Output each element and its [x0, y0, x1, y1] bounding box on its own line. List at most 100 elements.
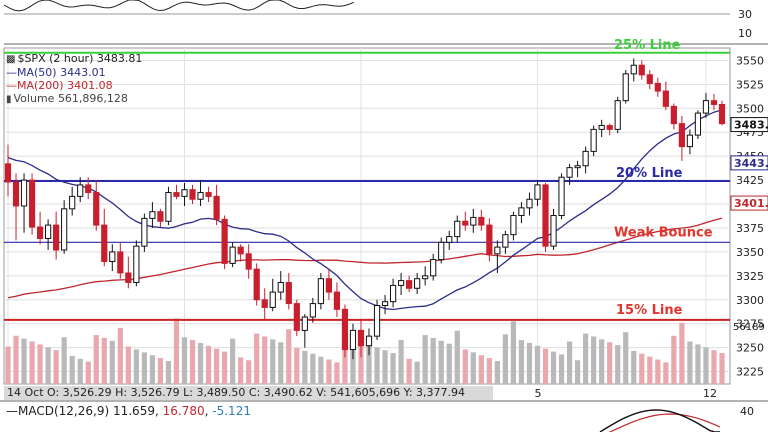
volume-bar — [326, 359, 332, 384]
candle-down — [157, 211, 164, 222]
volume-bar — [398, 340, 404, 384]
candle-up — [197, 192, 204, 200]
x-tick-label: 12 — [703, 387, 717, 400]
volume-bar — [671, 335, 677, 384]
y-tick-label: 3250 — [736, 342, 764, 355]
volume-bar — [414, 361, 420, 384]
top-panel-bg — [0, 0, 768, 44]
candle-up — [566, 167, 573, 178]
macd-signal-value: 16.780 — [162, 404, 205, 418]
reference-line-label: 20% Line — [616, 166, 683, 181]
candle-down — [36, 226, 44, 239]
volume-bar — [566, 341, 573, 384]
y-tick-label: 3375 — [736, 222, 764, 235]
candle-up — [622, 73, 629, 102]
candle-down — [93, 192, 100, 226]
volume-bar — [358, 341, 364, 384]
volume-bar — [270, 339, 276, 384]
candle-up — [510, 215, 517, 236]
volume-bar — [422, 335, 428, 384]
candle-down — [662, 90, 669, 107]
volume-bar — [623, 332, 629, 384]
volume-bar — [711, 350, 717, 384]
macd-legend: —MACD(12,26,9) 11.659, 16.780, -5.121 — [6, 404, 251, 418]
candle-up — [229, 246, 236, 264]
line-icon: — — [6, 404, 18, 418]
y-tick-label: 3300 — [736, 294, 764, 307]
volume-bar — [406, 358, 412, 384]
candle-up — [317, 278, 324, 305]
candle-down — [125, 272, 132, 284]
y-tick-label: 3350 — [736, 246, 764, 259]
y-tick-label: 3325 — [736, 270, 764, 283]
candle-down — [333, 291, 341, 310]
volume-bar — [21, 338, 27, 384]
volume-bar — [181, 337, 188, 384]
candle-up — [694, 112, 702, 136]
volume-bar — [197, 342, 204, 384]
candle-down — [205, 192, 212, 197]
macd-histogram-value: -5.121 — [212, 404, 251, 418]
volume-bar — [542, 348, 549, 384]
candle-down — [357, 329, 365, 347]
volume-bar — [149, 355, 156, 384]
volume-bar — [639, 353, 645, 384]
volume-bar — [655, 359, 661, 384]
candle-up — [373, 305, 381, 337]
candle-down — [53, 224, 60, 251]
candle-up — [61, 208, 68, 251]
volume-tick-label: 56189 — [733, 322, 765, 333]
volume-bar — [647, 356, 653, 384]
candle-up — [69, 195, 76, 210]
volume-bar — [607, 342, 613, 384]
candle-down — [710, 100, 718, 105]
y-tick-label: 3425 — [736, 174, 764, 187]
candle-down — [245, 253, 252, 270]
candle-down — [237, 246, 244, 255]
candle-up — [686, 134, 694, 148]
candle-down — [670, 105, 677, 125]
candle-down — [4, 163, 12, 183]
volume-bar — [189, 340, 196, 384]
volume-bar — [13, 335, 19, 384]
price-panel-frame — [3, 47, 731, 385]
candle-up — [349, 329, 357, 351]
volume-bar — [246, 360, 252, 384]
volume-bar — [550, 351, 557, 384]
candle-up — [518, 207, 525, 217]
y-tick-label: 3225 — [736, 366, 764, 379]
volume-bar — [534, 345, 541, 384]
candle-down — [117, 251, 124, 274]
candle-up — [309, 303, 316, 318]
volume-bar — [454, 330, 460, 384]
candle-up — [574, 165, 581, 169]
volume-bar — [470, 352, 476, 384]
volume-bar — [462, 349, 468, 384]
volume-bar — [286, 329, 292, 384]
candle-up — [438, 241, 445, 261]
volume-bar — [133, 349, 139, 384]
candle-up — [109, 251, 116, 262]
volume-bar — [687, 341, 693, 384]
volume-bar — [45, 347, 51, 384]
price-tag-label: 3443. — [734, 157, 768, 170]
candle-up — [20, 179, 28, 207]
candle-down — [325, 278, 332, 293]
volume-bar — [526, 342, 533, 384]
candle-down — [85, 184, 92, 194]
macd-legend-label: MACD(12,26,9) — [18, 404, 110, 418]
candle-up — [526, 198, 533, 209]
volume-bar — [478, 355, 484, 384]
candle-down — [462, 220, 469, 226]
ohlc-info-bar: 14 Oct O: 3,526.29 H: 3,526.79 L: 3,489.… — [4, 386, 493, 400]
volume-bar — [101, 337, 107, 384]
volume-bar — [93, 335, 99, 384]
candle-down — [678, 123, 685, 148]
volume-bar — [37, 344, 43, 384]
volume-bar — [518, 340, 525, 384]
volume-bar — [205, 345, 212, 384]
candle-down — [654, 82, 661, 92]
volume-bar — [334, 362, 340, 384]
volume-bar — [446, 343, 452, 384]
